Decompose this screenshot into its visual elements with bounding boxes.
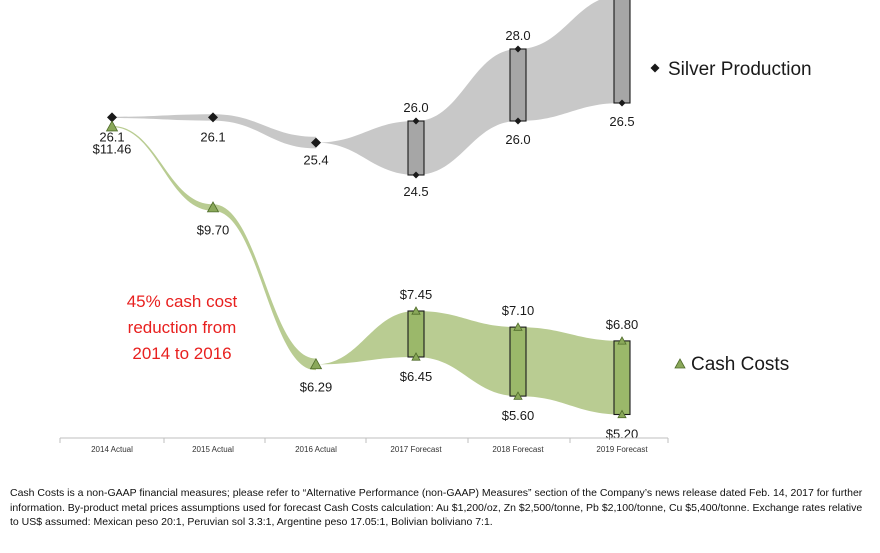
x-tick-label: 2018 Forecast bbox=[492, 445, 544, 454]
data-labels: 26.126.125.426.028.029.524.526.026.5$11.… bbox=[93, 28, 639, 442]
x-tick-label: 2017 Forecast bbox=[390, 445, 442, 454]
triangle-marker bbox=[411, 306, 421, 315]
diamond-marker bbox=[514, 45, 522, 53]
annotation-line: 45% cash cost bbox=[127, 292, 238, 311]
silver-actual-label: 26.1 bbox=[99, 129, 124, 144]
silver-actual-label: 25.4 bbox=[303, 153, 328, 168]
legend-silver-production: Silver Production bbox=[668, 59, 812, 80]
cash-high-label: $6.80 bbox=[606, 317, 639, 332]
triangle-marker bbox=[206, 201, 220, 213]
cash-low-label: $6.45 bbox=[400, 369, 433, 384]
silver-forecast-bar bbox=[613, 0, 631, 104]
diamond-marker bbox=[650, 63, 660, 73]
annotation-line: 2014 to 2016 bbox=[132, 344, 231, 363]
cash-actual-label: $9.70 bbox=[197, 223, 230, 238]
silver-actual-line bbox=[112, 114, 316, 149]
silver-low-label: 26.0 bbox=[505, 132, 530, 147]
legend: Silver Production Cash Costs bbox=[650, 59, 812, 375]
silver-low-label: 24.5 bbox=[403, 184, 428, 199]
annotation-line: reduction from bbox=[128, 318, 237, 337]
silver-actual-label: 26.1 bbox=[200, 129, 225, 144]
annotation-text: 45% cash cost reduction from 2014 to 2016 bbox=[127, 292, 238, 363]
diamond-marker bbox=[412, 171, 420, 179]
x-tick-label: 2014 Actual bbox=[91, 445, 133, 454]
actual-lines bbox=[112, 114, 316, 371]
diamond-marker bbox=[412, 117, 420, 125]
diamond-marker bbox=[107, 112, 117, 123]
x-tick-label: 2019 Forecast bbox=[596, 445, 648, 454]
cash-low-label: $5.60 bbox=[502, 408, 535, 423]
diamond-marker bbox=[208, 112, 218, 123]
cash-actual-label: $11.46 bbox=[93, 142, 132, 157]
triangle-marker bbox=[617, 409, 627, 419]
cash-forecast-bar bbox=[613, 340, 631, 416]
footnote: Cash Costs is a non-GAAP financial measu… bbox=[10, 487, 863, 528]
silver-low-label: 26.5 bbox=[609, 114, 634, 129]
cash-forecast-band bbox=[316, 311, 622, 415]
cash-low-label: $5.20 bbox=[606, 427, 639, 442]
data-markers bbox=[105, 45, 627, 419]
triangle-marker bbox=[513, 391, 523, 400]
triangle-marker bbox=[674, 358, 686, 369]
chart: 26.126.125.426.028.029.524.526.026.5$11.… bbox=[59, 0, 812, 454]
silver-forecast-bar bbox=[407, 120, 425, 176]
triangle-marker bbox=[617, 336, 627, 345]
triangle-marker bbox=[309, 358, 323, 370]
cash-forecast-bar bbox=[407, 310, 425, 358]
x-tick-label: 2015 Actual bbox=[192, 445, 234, 454]
triangle-marker bbox=[411, 352, 421, 361]
silver-high-label: 28.0 bbox=[505, 28, 530, 43]
silver-high-label: 26.0 bbox=[403, 100, 428, 115]
forecast-bands bbox=[316, 0, 622, 415]
silver-forecast-bar bbox=[509, 48, 527, 122]
diamond-marker bbox=[618, 99, 626, 107]
cash-forecast-bar bbox=[509, 326, 527, 397]
x-tick-label: 2016 Actual bbox=[295, 445, 337, 454]
diamond-marker bbox=[311, 137, 321, 148]
cash-high-label: $7.10 bbox=[502, 303, 535, 318]
cash-actual-label: $6.29 bbox=[300, 379, 333, 394]
triangle-marker bbox=[105, 120, 119, 132]
legend-cash-costs: Cash Costs bbox=[691, 354, 789, 375]
triangle-marker bbox=[513, 322, 523, 331]
x-axis: 2014 Actual 2015 Actual 2016 Actual 2017 Fo… bbox=[59, 437, 669, 454]
silver-forecast-band bbox=[316, 0, 622, 175]
cash-high-label: $7.45 bbox=[400, 287, 433, 302]
diamond-marker bbox=[514, 117, 522, 125]
